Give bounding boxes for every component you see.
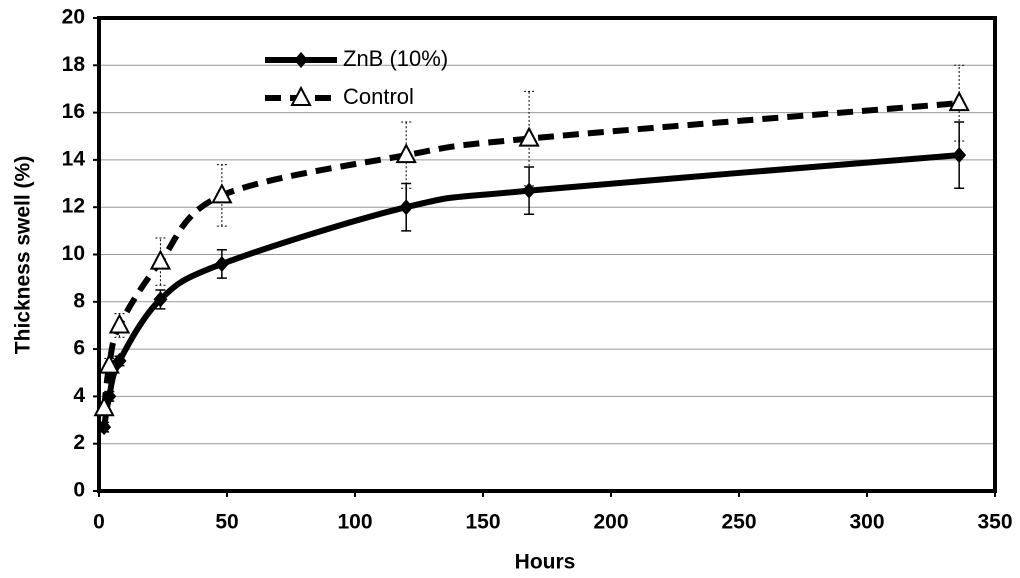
marker — [112, 352, 127, 369]
x-tick-label: 100 — [337, 511, 372, 534]
y-tick-label: 10 — [62, 242, 85, 265]
y-tick-label: 20 — [62, 6, 85, 29]
legend-marker — [290, 85, 312, 106]
x-tick-label: 350 — [977, 511, 1012, 534]
marker — [214, 255, 229, 272]
y-tick-label: 12 — [62, 195, 85, 218]
y-tick-label: 0 — [73, 479, 85, 502]
error-bar — [155, 237, 166, 286]
x-tick-label: 300 — [849, 511, 884, 534]
x-tick-label: 50 — [215, 511, 238, 534]
marker — [518, 126, 540, 147]
x-tick-label: 0 — [93, 511, 105, 534]
y-tick-label: 18 — [62, 53, 86, 76]
marker — [399, 199, 414, 216]
x-tick-label: 200 — [593, 511, 628, 534]
marker — [952, 147, 967, 164]
marker — [948, 91, 970, 112]
y-tick-label: 16 — [62, 100, 85, 123]
marker — [522, 182, 537, 199]
y-tick-label: 2 — [73, 431, 85, 454]
y-tick-label: 6 — [73, 337, 85, 360]
y-tick-label: 4 — [73, 384, 85, 407]
marker — [93, 396, 115, 417]
error-bar — [216, 164, 227, 227]
marker — [97, 419, 112, 436]
x-tick-label: 250 — [721, 511, 756, 534]
y-axis-title: Thickness swell (%) — [12, 156, 35, 354]
legend-label: Control — [343, 84, 414, 109]
marker — [108, 313, 131, 334]
legend-label: ZnB (10%) — [343, 46, 448, 71]
marker — [395, 143, 417, 164]
x-axis-title: Hours — [515, 551, 576, 574]
marker — [211, 183, 233, 204]
series-line — [101, 100, 960, 409]
marker — [98, 353, 120, 374]
marker — [149, 249, 172, 270]
marker — [153, 291, 168, 308]
x-tick-label: 150 — [465, 511, 500, 534]
y-tick-label: 8 — [73, 289, 85, 312]
plot-frame — [97, 16, 997, 493]
y-tick-label: 14 — [62, 147, 86, 170]
series-line — [101, 152, 960, 428]
legend-marker — [294, 52, 308, 68]
